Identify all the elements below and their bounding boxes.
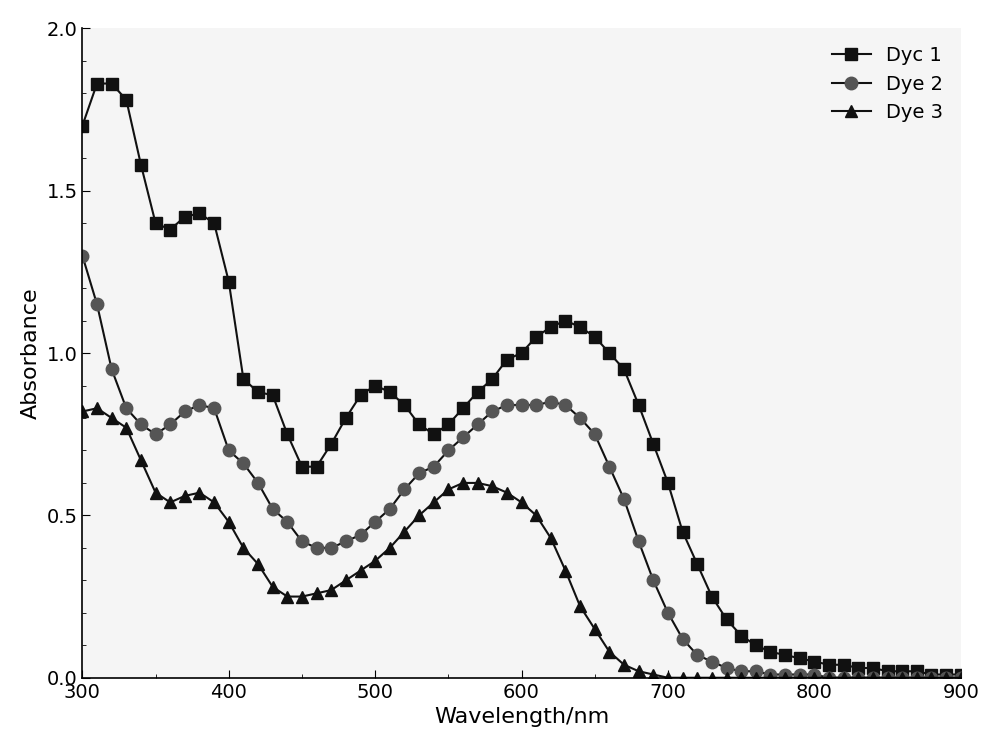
- Line: Dye 3: Dye 3: [77, 402, 966, 684]
- Dye 2: [545, 397, 557, 406]
- Dyc 1: [618, 365, 630, 374]
- Dye 3: [76, 407, 88, 416]
- Dye 3: [559, 566, 571, 575]
- Line: Dyc 1: Dyc 1: [77, 78, 966, 680]
- Dyc 1: [91, 79, 103, 88]
- Dye 2: [603, 462, 615, 471]
- Dyc 1: [955, 670, 967, 679]
- Line: Dye 2: Dye 2: [76, 249, 967, 684]
- Dye 3: [398, 527, 410, 536]
- Dyc 1: [925, 670, 937, 679]
- Dye 2: [252, 479, 264, 488]
- Dye 3: [267, 583, 279, 592]
- Dyc 1: [559, 316, 571, 325]
- Dye 2: [76, 251, 88, 260]
- Dye 2: [955, 673, 967, 682]
- Y-axis label: Absorbance: Absorbance: [21, 287, 41, 419]
- Dye 2: [384, 504, 396, 513]
- Dyc 1: [398, 400, 410, 409]
- Dye 2: [823, 673, 835, 682]
- Dye 3: [662, 673, 674, 682]
- Dye 3: [867, 673, 879, 682]
- Legend: Dyc 1, Dye 2, Dye 3: Dyc 1, Dye 2, Dye 3: [824, 38, 951, 130]
- Dye 2: [281, 518, 293, 527]
- X-axis label: Wavelength/nm: Wavelength/nm: [434, 707, 609, 727]
- Dye 2: [852, 673, 864, 682]
- Dyc 1: [852, 663, 864, 672]
- Dye 3: [955, 673, 967, 682]
- Dyc 1: [76, 121, 88, 130]
- Dye 3: [618, 660, 630, 669]
- Dye 3: [91, 404, 103, 413]
- Dyc 1: [296, 462, 308, 471]
- Dyc 1: [267, 390, 279, 399]
- Dye 3: [296, 592, 308, 601]
